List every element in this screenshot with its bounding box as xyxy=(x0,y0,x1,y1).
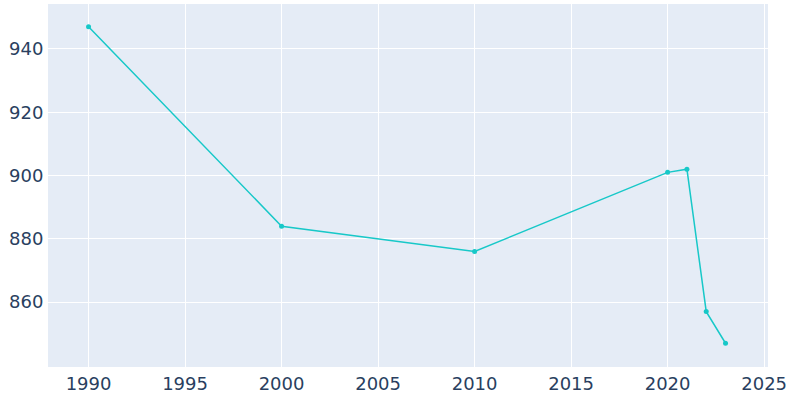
svg-text:2005: 2005 xyxy=(355,373,401,394)
svg-text:940: 940 xyxy=(9,38,43,59)
svg-text:880: 880 xyxy=(9,228,43,249)
svg-text:2025: 2025 xyxy=(741,373,787,394)
svg-text:1990: 1990 xyxy=(66,373,112,394)
svg-text:2000: 2000 xyxy=(259,373,305,394)
svg-text:860: 860 xyxy=(9,291,43,312)
svg-text:2010: 2010 xyxy=(452,373,498,394)
svg-text:920: 920 xyxy=(9,102,43,123)
svg-text:1995: 1995 xyxy=(162,373,208,394)
svg-text:2020: 2020 xyxy=(645,373,691,394)
svg-text:2015: 2015 xyxy=(548,373,594,394)
svg-text:900: 900 xyxy=(9,165,43,186)
